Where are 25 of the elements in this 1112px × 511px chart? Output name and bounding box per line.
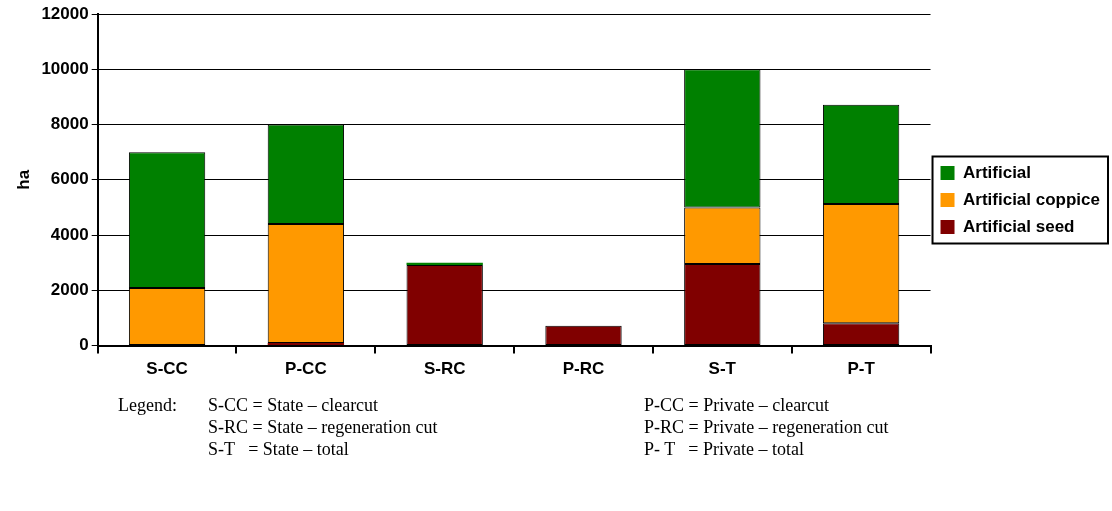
x-tick-label: P-T [847, 359, 876, 379]
text: Legend: [118, 394, 178, 416]
bar [406, 262, 483, 265]
x-tick-label: P-RC [562, 359, 605, 379]
legend-label: Artificial [963, 162, 1032, 182]
text: S-RC = State – regeneration cut [208, 416, 439, 438]
y-tick-label: 2000 [50, 280, 89, 300]
y-axis-title: ha [13, 169, 33, 190]
y-tick-label: 8000 [50, 114, 89, 134]
y-tick-label: 4000 [50, 224, 89, 244]
y-tick-label: 10000 [41, 58, 89, 78]
x-tick-label: P-CC [285, 359, 327, 379]
text: P-CC = Private – clearcut [644, 394, 831, 416]
x-tick-label: S-T [708, 359, 737, 379]
y-tick-label: 6000 [50, 169, 89, 189]
text: S-CC = State – clearcut [208, 394, 380, 416]
legend-label: Artificial coppice [963, 189, 1100, 209]
text: S-T = State – total [208, 438, 350, 460]
y-tick-label: 0 [79, 335, 89, 355]
y-tick-label: 12000 [41, 3, 89, 23]
x-tick-label: S-RC [423, 359, 466, 379]
text: P-RC = Private – regeneration cut [644, 416, 890, 438]
text: P- T = Private – total [644, 438, 805, 460]
x-tick-label: S-CC [146, 359, 188, 379]
legend-label: Artificial seed [963, 216, 1075, 236]
